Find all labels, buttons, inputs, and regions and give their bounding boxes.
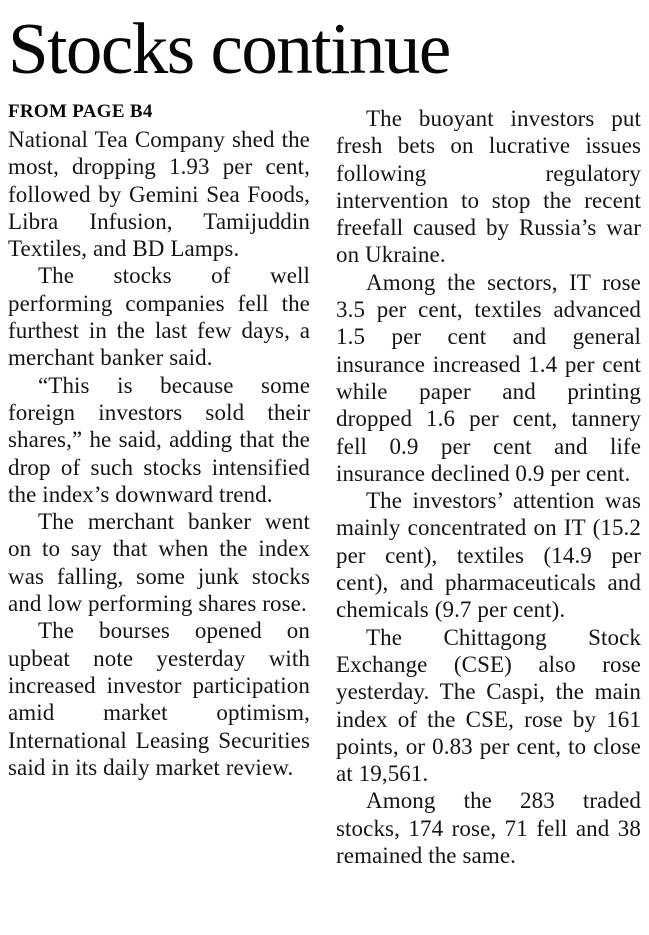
paragraph: Among the sectors, IT rose 3.5 per cent,…: [336, 269, 641, 486]
article-headline: Stocks continue: [8, 8, 451, 89]
paragraph: Among the 283 traded stocks, 174 rose, 7…: [336, 788, 641, 869]
paragraph: The stocks of well performing companies …: [8, 263, 310, 371]
paragraph: The merchant banker went on to say that …: [8, 509, 310, 617]
paragraph: National Tea Company shed the most, drop…: [8, 127, 310, 262]
column-left: FROM PAGE B4 National Tea Company shed t…: [8, 98, 310, 869]
paragraph: The Chittagong Stock Exchange (CSE) also…: [336, 624, 641, 787]
column-right: The buoyant investors put fresh bets on …: [336, 98, 641, 869]
paragraph: The buoyant investors put fresh bets on …: [336, 106, 641, 268]
paragraph: “This is because some foreign investors …: [8, 372, 310, 507]
paragraph: The bourses opened on upbeat note yester…: [8, 618, 310, 780]
continuation-kicker: FROM PAGE B4: [8, 101, 153, 122]
article-columns: FROM PAGE B4 National Tea Company shed t…: [8, 98, 641, 869]
paragraph: The investors’ attention was mainly conc…: [336, 488, 641, 623]
